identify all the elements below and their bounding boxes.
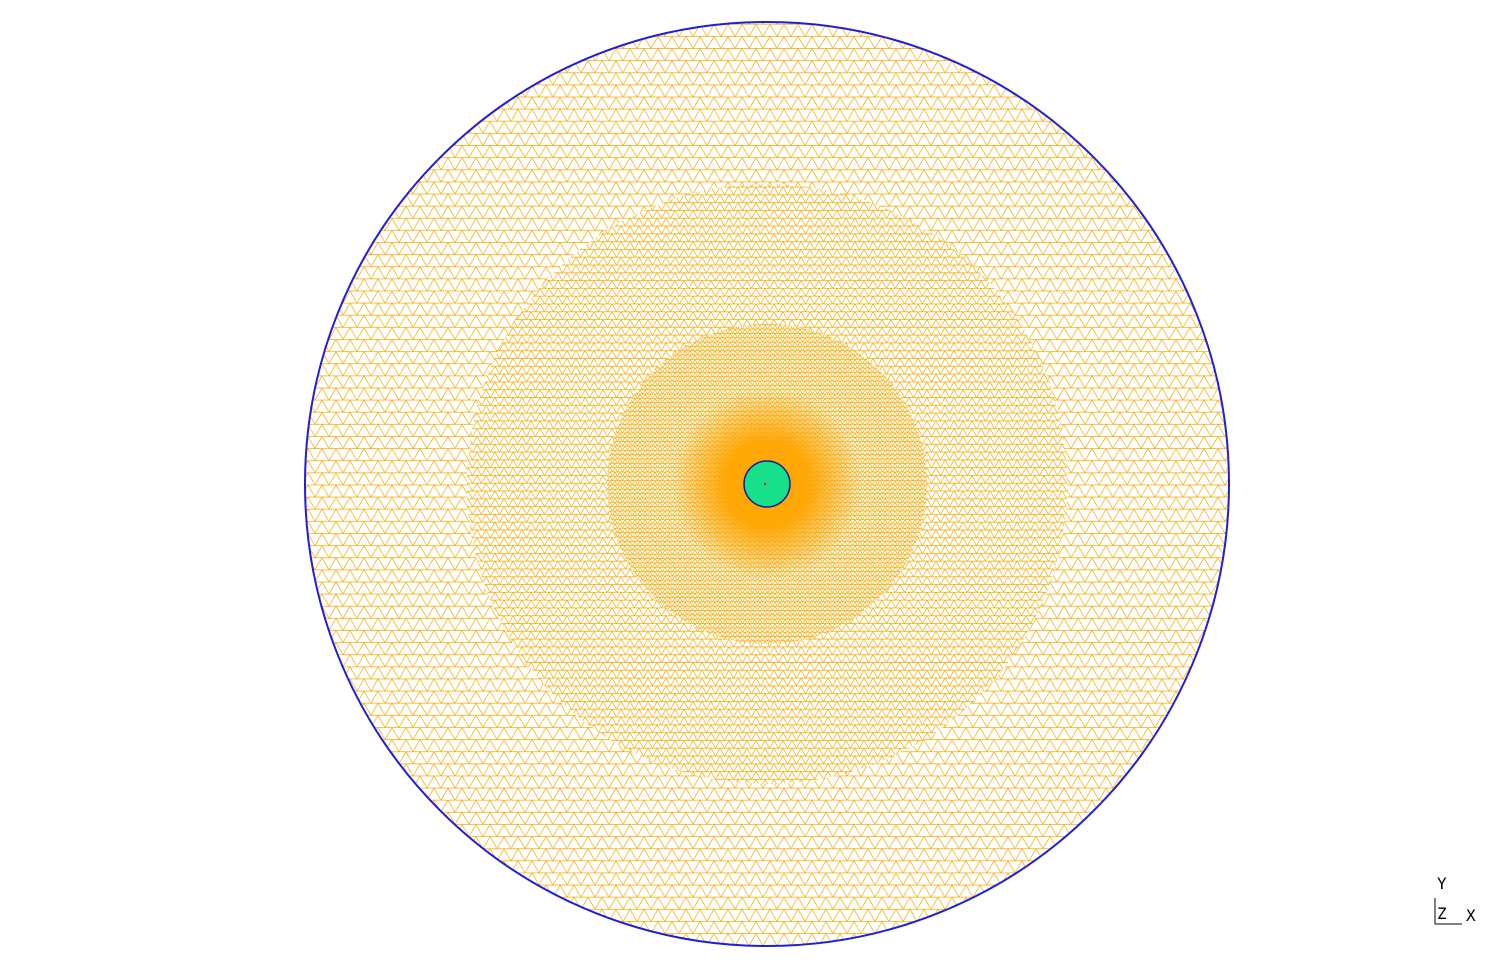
outer-boundary[interactable] [304,21,1230,947]
inner-region[interactable] [743,460,791,508]
axis-lines [1434,898,1462,925]
axis-x-label: X [1466,906,1476,925]
axis-triad: Y Z X [1426,872,1486,932]
axis-y-label: Y [1437,874,1447,893]
axis-z-label: Z [1437,904,1447,923]
center-node [763,482,767,486]
